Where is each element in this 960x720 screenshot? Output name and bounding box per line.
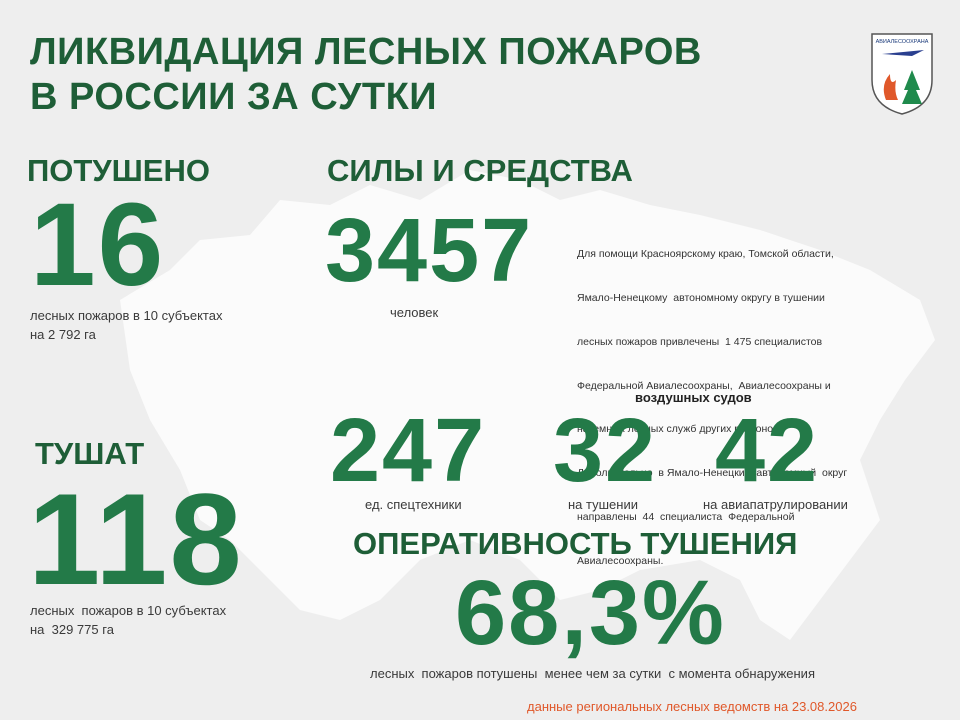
caption: лесных пожаров потушены менее чем за сут… <box>370 666 815 681</box>
heading: ПОТУШЕНО <box>27 153 210 188</box>
subheading: воздушных судов <box>635 390 752 405</box>
big-number: 42 <box>715 401 820 501</box>
note-line: Дополнительно в Ямало-Ненецкий автономны… <box>577 467 848 480</box>
title-line: В РОССИИ ЗА СУТКИ <box>30 76 438 118</box>
note-line: лесных пожаров привлечены 1 475 специали… <box>577 335 823 348</box>
heading: СИЛЫ И СРЕДСТВА <box>327 153 633 188</box>
big-number: 32 <box>553 401 658 501</box>
logo-text: АВИАЛЕСООХРАНА <box>876 39 929 45</box>
logo: АВИАЛЕСООХРАНА <box>871 33 933 115</box>
note-line: направлены 44 специалиста Федеральной <box>577 510 795 523</box>
caption: на 2 792 га <box>30 327 96 342</box>
note-line: Федеральной Авиалесоохраны, Авиалесоохра… <box>577 379 831 392</box>
big-number: 247 <box>330 401 487 501</box>
big-number: 16 <box>30 179 166 311</box>
big-number: 118 <box>28 466 244 612</box>
big-number: 3457 <box>325 201 534 301</box>
caption: на тушении <box>568 497 638 512</box>
caption: ед. спецтехники <box>365 497 462 512</box>
caption: человек <box>390 305 439 320</box>
caption: лесных пожаров в 10 субъектах <box>30 308 223 323</box>
note-line: наземных лесных служб других регионов. <box>577 423 782 436</box>
caption: лесных пожаров в 10 субъектах <box>30 603 227 618</box>
caption: на авиапатрулировании <box>703 497 848 512</box>
heading: ТУШАТ <box>35 436 145 471</box>
title-line: ЛИКВИДАЦИЯ ЛЕСНЫХ ПОЖАРОВ <box>30 31 702 73</box>
heading: ОПЕРАТИВНОСТЬ ТУШЕНИЯ <box>353 526 798 561</box>
big-number: 68,3% <box>455 562 726 664</box>
footer: данные региональных лесных ведомств на 2… <box>527 699 857 714</box>
note: Для помощи Красноярскому краю, Томской о… <box>577 218 847 583</box>
caption: на 329 775 га <box>30 622 114 637</box>
note-line: Для помощи Красноярскому краю, Томской о… <box>577 248 834 261</box>
note-line: Авиалесоохраны. <box>577 554 664 567</box>
note-line: Ямало-Ненецкому автономному округу в туш… <box>577 291 825 304</box>
